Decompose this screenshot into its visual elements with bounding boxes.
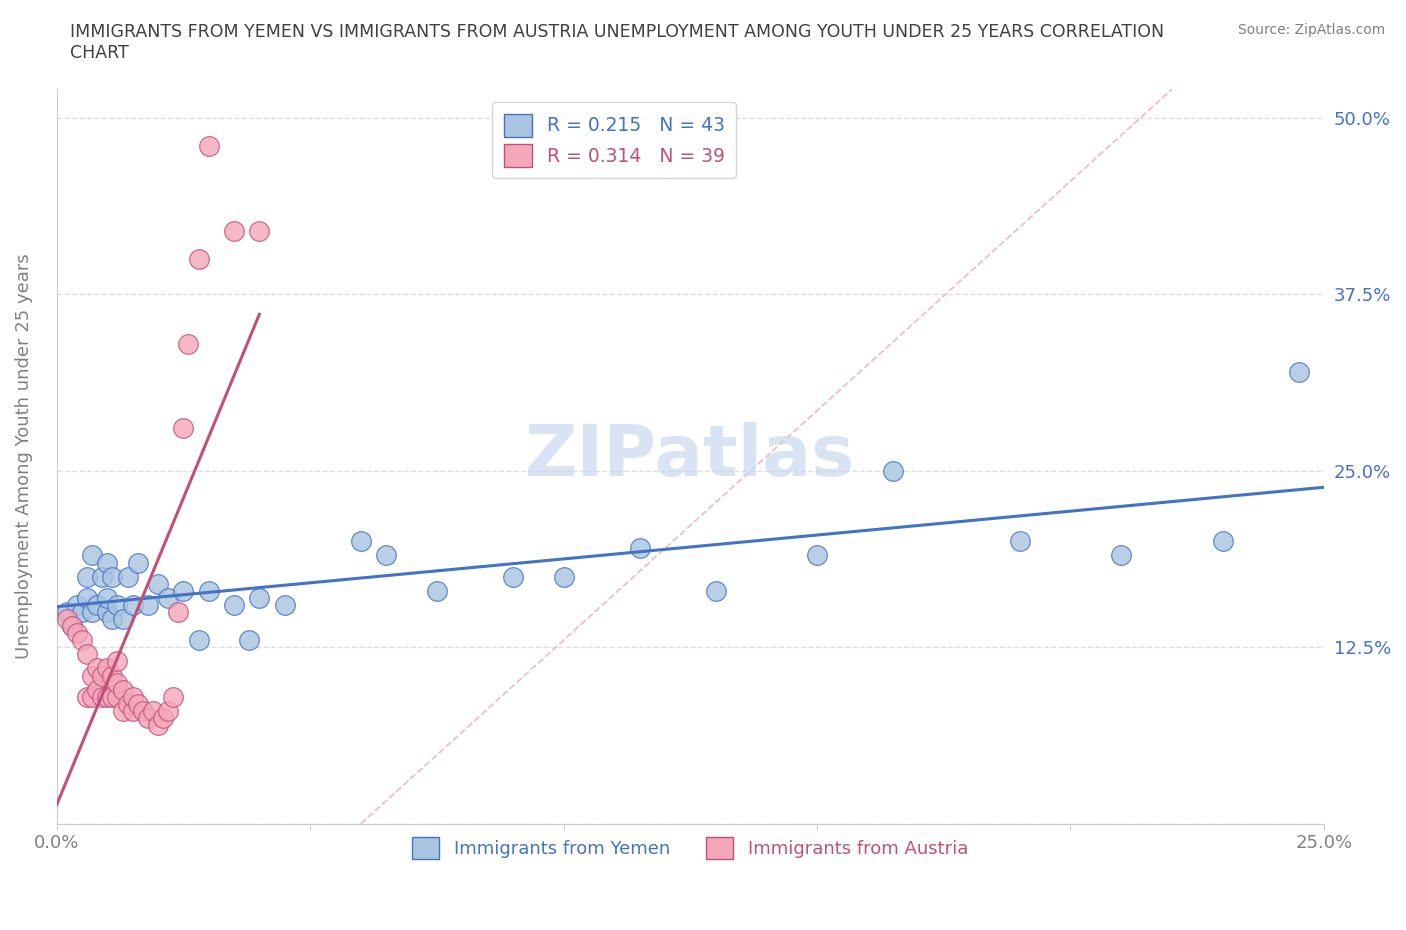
Legend: Immigrants from Yemen, Immigrants from Austria: Immigrants from Yemen, Immigrants from A… (402, 826, 979, 870)
Point (238, 632, 260, 647)
Point (117, 569, 139, 584)
Point (222, 223, 245, 238)
Point (187, 632, 209, 647)
Point (91, 689, 114, 704)
Point (882, 463, 904, 478)
Point (55, 612, 77, 627)
Point (101, 689, 124, 704)
Point (162, 689, 184, 704)
Point (121, 703, 143, 718)
Point (806, 548, 828, 563)
Point (350, 534, 373, 549)
Point (101, 668, 124, 683)
Point (247, 223, 270, 238)
Point (86, 661, 108, 676)
Point (86, 683, 108, 698)
Point (274, 597, 297, 612)
Point (76, 569, 98, 584)
Point (1212, 534, 1234, 549)
Point (96, 689, 118, 704)
Point (142, 703, 165, 718)
Point (157, 591, 180, 605)
Point (121, 597, 143, 612)
Text: Source: ZipAtlas.com: Source: ZipAtlas.com (1237, 23, 1385, 37)
Point (426, 583, 449, 598)
Point (70, 604, 93, 619)
Point (197, 139, 219, 153)
Point (66, 626, 89, 641)
Point (82, 668, 104, 683)
Point (117, 697, 139, 711)
Point (111, 683, 134, 698)
Point (107, 689, 129, 704)
Point (96, 604, 118, 619)
Point (136, 597, 159, 612)
Point (96, 555, 118, 570)
Point (55, 604, 77, 619)
Point (107, 597, 129, 612)
Point (197, 583, 219, 598)
Point (375, 548, 398, 563)
Point (172, 421, 194, 436)
Point (107, 675, 129, 690)
Point (1109, 548, 1132, 563)
Point (222, 597, 245, 612)
Point (127, 697, 149, 711)
Point (76, 647, 98, 662)
Point (127, 555, 149, 570)
Point (172, 583, 194, 598)
Point (82, 604, 104, 619)
Point (70, 632, 93, 647)
Text: ZIPatlas: ZIPatlas (526, 422, 855, 491)
Point (111, 703, 134, 718)
Point (167, 604, 190, 619)
Point (82, 689, 104, 704)
Point (157, 703, 180, 718)
Point (111, 612, 134, 627)
Point (628, 541, 651, 556)
Point (121, 689, 143, 704)
Y-axis label: Unemployment Among Youth under 25 years: Unemployment Among Youth under 25 years (15, 254, 32, 659)
Point (553, 569, 575, 584)
Point (91, 668, 114, 683)
Point (107, 654, 129, 669)
Point (136, 711, 159, 725)
Point (86, 597, 108, 612)
Point (177, 336, 200, 351)
Text: IMMIGRANTS FROM YEMEN VS IMMIGRANTS FROM AUSTRIA UNEMPLOYMENT AMONG YOUTH UNDER : IMMIGRANTS FROM YEMEN VS IMMIGRANTS FROM… (70, 23, 1164, 62)
Point (66, 597, 89, 612)
Point (101, 569, 124, 584)
Point (152, 711, 174, 725)
Point (101, 612, 124, 627)
Point (60, 618, 83, 633)
Point (96, 591, 118, 605)
Point (146, 718, 169, 733)
Point (187, 251, 209, 266)
Point (247, 591, 270, 605)
Point (91, 569, 114, 584)
Point (60, 618, 83, 633)
Point (96, 661, 118, 676)
Point (1008, 534, 1031, 549)
Point (76, 689, 98, 704)
Point (1288, 365, 1310, 379)
Point (132, 703, 155, 718)
Point (82, 548, 104, 563)
Point (502, 569, 524, 584)
Point (76, 591, 98, 605)
Point (704, 583, 727, 598)
Point (146, 577, 169, 591)
